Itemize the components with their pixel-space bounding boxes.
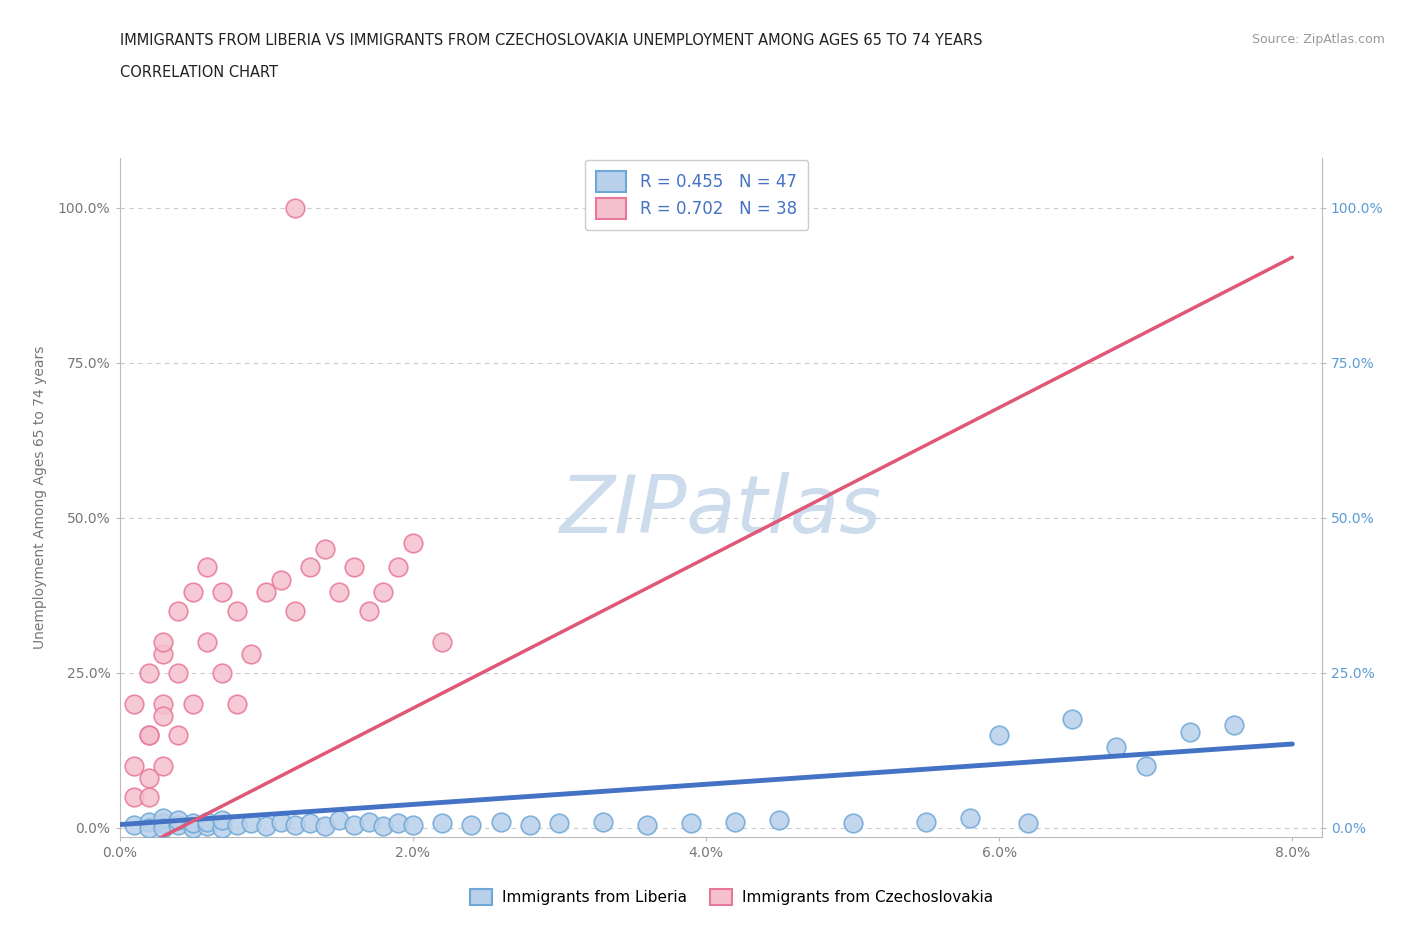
Point	[1062, 711, 1084, 726]
Point	[519, 817, 541, 832]
Point	[122, 758, 145, 773]
Point	[152, 634, 174, 649]
Point	[122, 697, 145, 711]
Point	[270, 814, 292, 829]
Text: Source: ZipAtlas.com: Source: ZipAtlas.com	[1251, 33, 1385, 46]
Point	[138, 790, 160, 804]
Point	[681, 816, 703, 830]
Point	[914, 814, 936, 829]
Legend: Immigrants from Liberia, Immigrants from Czechoslovakia: Immigrants from Liberia, Immigrants from…	[464, 883, 998, 911]
Point	[181, 585, 204, 600]
Point	[299, 816, 322, 830]
Point	[724, 814, 747, 829]
Point	[387, 560, 409, 575]
Point	[270, 572, 292, 587]
Point	[1222, 718, 1244, 733]
Text: IMMIGRANTS FROM LIBERIA VS IMMIGRANTS FROM CZECHOSLOVAKIA UNEMPLOYMENT AMONG AGE: IMMIGRANTS FROM LIBERIA VS IMMIGRANTS FR…	[120, 33, 981, 47]
Point	[387, 816, 409, 830]
Point	[357, 814, 380, 829]
Point	[373, 585, 395, 600]
Point	[167, 817, 190, 832]
Point	[211, 820, 233, 835]
Point	[225, 817, 247, 832]
Point	[197, 814, 219, 829]
Point	[343, 560, 366, 575]
Point	[211, 813, 233, 828]
Point	[1178, 724, 1201, 739]
Point	[254, 818, 277, 833]
Point	[314, 818, 336, 833]
Point	[343, 817, 366, 832]
Point	[402, 817, 425, 832]
Point	[152, 697, 174, 711]
Point	[284, 817, 307, 832]
Point	[284, 604, 307, 618]
Point	[314, 541, 336, 556]
Point	[328, 813, 350, 828]
Point	[225, 604, 247, 618]
Point	[328, 585, 350, 600]
Point	[152, 709, 174, 724]
Point	[548, 816, 571, 830]
Point	[284, 200, 307, 215]
Point	[1105, 739, 1128, 754]
Point	[988, 727, 1011, 742]
Point	[138, 820, 160, 835]
Y-axis label: Unemployment Among Ages 65 to 74 years: Unemployment Among Ages 65 to 74 years	[32, 346, 46, 649]
Point	[167, 665, 190, 680]
Point	[152, 646, 174, 661]
Point	[197, 818, 219, 833]
Point	[167, 604, 190, 618]
Point	[181, 816, 204, 830]
Point	[373, 818, 395, 833]
Point	[152, 816, 174, 830]
Point	[225, 697, 247, 711]
Point	[138, 771, 160, 786]
Point	[460, 817, 482, 832]
Point	[768, 813, 790, 828]
Point	[122, 817, 145, 832]
Point	[167, 813, 190, 828]
Point	[211, 665, 233, 680]
Point	[152, 811, 174, 826]
Point	[592, 814, 614, 829]
Point	[357, 604, 380, 618]
Point	[402, 535, 425, 550]
Point	[197, 634, 219, 649]
Point	[181, 697, 204, 711]
Point	[240, 816, 263, 830]
Point	[122, 790, 145, 804]
Point	[138, 727, 160, 742]
Point	[489, 814, 512, 829]
Point	[240, 646, 263, 661]
Point	[959, 811, 981, 826]
Point	[841, 816, 863, 830]
Point	[138, 727, 160, 742]
Point	[138, 665, 160, 680]
Point	[138, 814, 160, 829]
Point	[299, 560, 322, 575]
Point	[254, 585, 277, 600]
Legend: R = 0.455   N = 47, R = 0.702   N = 38: R = 0.455 N = 47, R = 0.702 N = 38	[585, 160, 808, 231]
Text: ZIPatlas: ZIPatlas	[560, 472, 882, 551]
Point	[181, 820, 204, 835]
Point	[152, 758, 174, 773]
Point	[636, 817, 658, 832]
Point	[1017, 816, 1039, 830]
Point	[1135, 758, 1157, 773]
Point	[430, 816, 453, 830]
Point	[152, 820, 174, 835]
Point	[430, 634, 453, 649]
Point	[167, 727, 190, 742]
Point	[197, 560, 219, 575]
Text: CORRELATION CHART: CORRELATION CHART	[120, 65, 277, 80]
Point	[211, 585, 233, 600]
